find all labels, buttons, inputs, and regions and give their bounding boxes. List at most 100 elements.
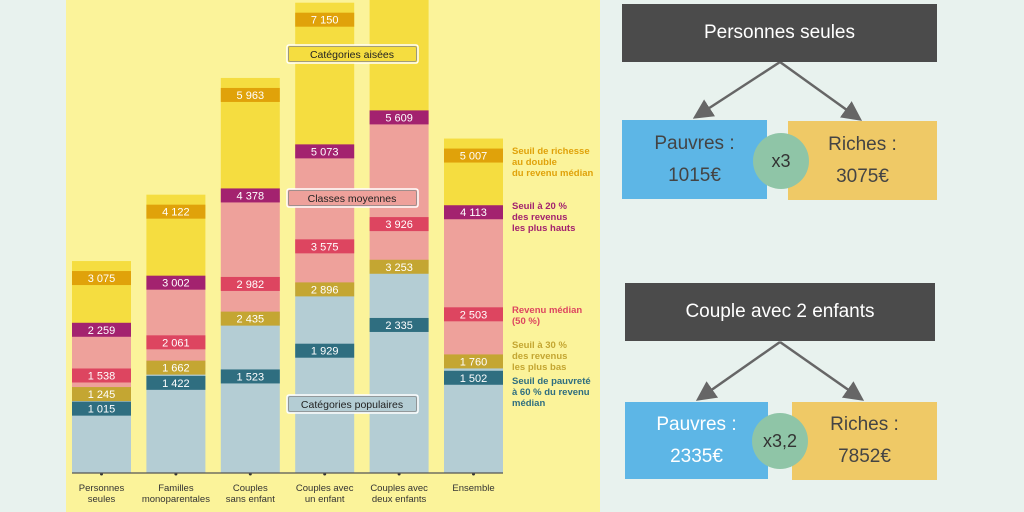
zone-moyennes bbox=[295, 151, 355, 290]
poor-label: Pauvres : bbox=[656, 413, 737, 435]
value-label: 1 662 bbox=[162, 363, 190, 375]
poor-value: 2335€ bbox=[670, 445, 723, 467]
zone-aisees bbox=[295, 2, 355, 152]
threshold-band bbox=[295, 12, 355, 27]
zone-label-border bbox=[288, 190, 417, 206]
value-label: 4 122 bbox=[162, 207, 190, 219]
x-tick-label: sans enfant bbox=[226, 494, 275, 505]
threshold-band bbox=[444, 148, 503, 163]
threshold-band bbox=[146, 335, 206, 350]
x-tick-label: Couples bbox=[233, 483, 268, 494]
threshold-band bbox=[295, 144, 355, 159]
legend-entry: médian bbox=[512, 398, 545, 409]
threshold-band bbox=[220, 311, 280, 326]
value-label: 2 982 bbox=[237, 279, 265, 291]
legend-entry: Seuil à 20 % bbox=[512, 201, 567, 212]
value-label: 3 926 bbox=[385, 219, 413, 231]
threshold-band bbox=[72, 387, 131, 402]
value-label: 5 073 bbox=[311, 146, 339, 158]
zone-label: Catégories populaires bbox=[301, 399, 403, 411]
ratio-text: x3 bbox=[771, 150, 791, 171]
threshold-band bbox=[72, 271, 131, 286]
legend-entry: (50 %) bbox=[512, 316, 540, 327]
zone-label: Catégories aisées bbox=[310, 49, 394, 61]
threshold-band bbox=[220, 87, 280, 102]
threshold-band bbox=[369, 217, 429, 232]
threshold-band bbox=[369, 259, 429, 274]
title-text: Couple avec 2 enfants bbox=[685, 301, 875, 322]
value-label: 1 015 bbox=[88, 404, 116, 416]
value-label: 4 113 bbox=[460, 207, 487, 219]
legend-entry: les plus bas bbox=[512, 362, 566, 373]
value-label: 2 435 bbox=[237, 314, 265, 326]
threshold-band bbox=[220, 369, 280, 384]
value-label: 2 061 bbox=[162, 337, 190, 349]
value-label: 4 378 bbox=[237, 190, 265, 202]
threshold-band bbox=[444, 354, 503, 369]
zone-label: Classes moyennes bbox=[308, 193, 397, 205]
zone-label-border bbox=[288, 46, 417, 62]
threshold-band bbox=[295, 343, 355, 358]
zone-populaires bbox=[295, 289, 355, 473]
threshold-band bbox=[369, 317, 429, 332]
x-tick-label: un enfant bbox=[305, 494, 345, 505]
threshold-band bbox=[444, 205, 503, 220]
x-tick-label: deux enfants bbox=[372, 494, 427, 505]
value-label: 1 422 bbox=[162, 378, 190, 390]
legend-entry: Seuil de richesse bbox=[512, 146, 590, 157]
zone-populaires bbox=[369, 266, 429, 473]
threshold-band bbox=[220, 276, 280, 291]
value-label: 1 760 bbox=[460, 356, 488, 368]
legend-entry: les plus hauts bbox=[512, 223, 575, 234]
value-label: 5 963 bbox=[237, 90, 265, 102]
x-tick-label: seules bbox=[88, 494, 116, 505]
value-label: 2 896 bbox=[311, 284, 339, 296]
threshold-band bbox=[72, 401, 131, 416]
threshold-band bbox=[72, 368, 131, 383]
legend-entry: Revenu médian bbox=[512, 305, 582, 316]
value-label: 3 253 bbox=[385, 262, 413, 274]
value-label: 7 150 bbox=[311, 15, 339, 27]
rich-label: Riches : bbox=[830, 414, 899, 435]
value-label: 2 503 bbox=[460, 309, 488, 321]
x-tick-label: Couples avec bbox=[370, 483, 428, 494]
rich-box: Riches : 3075€ bbox=[788, 121, 937, 200]
income-chart: 1 015 1 245 1 538 2 259 3 075 Personnes seules… bbox=[66, 0, 600, 512]
threshold-band bbox=[146, 275, 206, 290]
ratio-badge: x3 bbox=[753, 133, 809, 189]
legend-entry: à 60 % du revenu bbox=[512, 387, 590, 398]
arrow-poor-2 bbox=[695, 340, 781, 401]
zone-label-box bbox=[286, 44, 419, 64]
threshold-band bbox=[146, 375, 206, 390]
zone-moyennes bbox=[146, 282, 206, 368]
rich-value: 7852€ bbox=[838, 446, 891, 467]
x-tick-label: Ensemble bbox=[452, 483, 494, 494]
arrow-rich-2 bbox=[779, 340, 865, 401]
legend-entry: des revenus bbox=[512, 212, 567, 223]
threshold-band bbox=[146, 204, 206, 219]
threshold-band bbox=[146, 360, 206, 375]
x-tick-label: Personnes bbox=[79, 483, 125, 494]
threshold-band bbox=[444, 307, 503, 322]
threshold-band bbox=[72, 322, 131, 337]
comparison-title: Couple avec 2 enfants bbox=[625, 283, 935, 341]
value-label: 1 929 bbox=[311, 346, 339, 358]
value-label: 5 007 bbox=[460, 151, 488, 163]
ratio-badge: x3,2 bbox=[752, 413, 808, 469]
threshold-band bbox=[295, 239, 355, 254]
arrow-poor-1 bbox=[692, 60, 781, 119]
value-label: 1 502 bbox=[460, 373, 488, 385]
value-label: 2 335 bbox=[385, 320, 413, 332]
value-label: 3 575 bbox=[311, 241, 339, 253]
arrow-rich-1 bbox=[779, 60, 863, 121]
comparison-title: Personnes seules bbox=[622, 4, 937, 62]
zone-moyennes bbox=[444, 212, 503, 362]
threshold-band bbox=[220, 188, 280, 203]
threshold-band bbox=[444, 370, 503, 385]
legend-entry: des revenus bbox=[512, 351, 567, 362]
x-tick-label: Couples avec bbox=[296, 483, 354, 494]
zone-label-border bbox=[288, 396, 417, 412]
value-label: 3 075 bbox=[88, 273, 116, 285]
rich-value: 3075€ bbox=[836, 165, 889, 187]
